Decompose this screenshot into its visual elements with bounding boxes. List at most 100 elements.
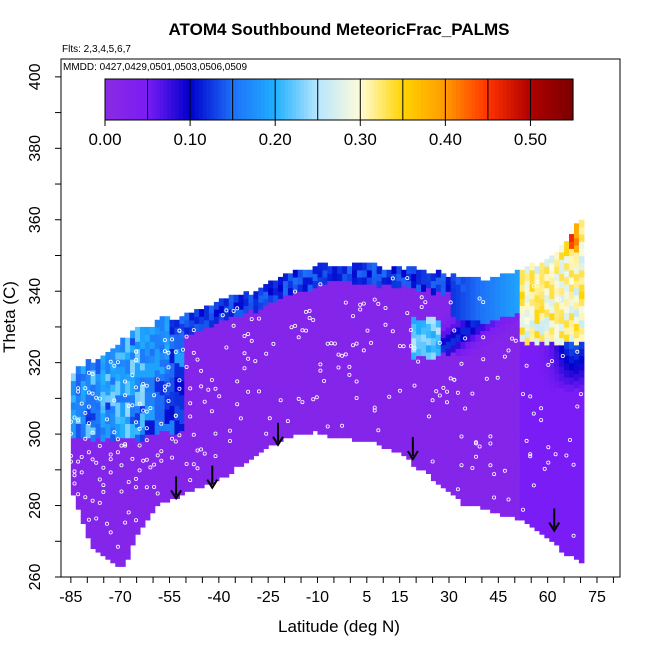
heatmap-cell [465, 476, 471, 485]
heatmap-cell [559, 394, 565, 403]
heatmap-cell [342, 416, 348, 424]
heatmap-cell [204, 362, 210, 371]
heatmap-cell [228, 351, 235, 360]
heatmap-cell [376, 416, 383, 424]
heatmap-cell [125, 459, 131, 467]
heatmap-cell [213, 409, 220, 417]
x-tick-label: 45 [489, 589, 507, 606]
heatmap-cell [406, 301, 412, 310]
heatmap-cell [514, 269, 521, 278]
heatmap-cell [366, 434, 373, 442]
heatmap-cell [149, 341, 156, 349]
heatmap-cell [376, 401, 383, 410]
heatmap-cell [396, 316, 402, 324]
heatmap-cell [282, 409, 289, 417]
heatmap-cell [480, 480, 486, 489]
heatmap-cell [564, 412, 570, 421]
heatmap-cell [401, 391, 407, 399]
heatmap-cell [544, 494, 550, 503]
heatmap-cell [371, 412, 378, 421]
heatmap-cell [504, 294, 511, 303]
sample-point [300, 400, 305, 405]
heatmap-cell [204, 369, 210, 378]
heatmap-cell [70, 394, 77, 403]
heatmap-cell [504, 316, 511, 324]
heatmap-cell [342, 273, 348, 282]
heatmap-cell [179, 366, 185, 374]
heatmap-cell [366, 284, 373, 292]
heatmap-cell [554, 466, 560, 474]
heatmap-cell [218, 426, 225, 435]
heatmap-cell [460, 391, 467, 399]
heatmap-cell [273, 359, 279, 367]
heatmap-cell [356, 376, 363, 385]
heatmap-cell [233, 437, 240, 446]
heatmap-cell [253, 362, 259, 371]
heatmap-cell [179, 359, 185, 367]
sample-point [506, 348, 511, 353]
heatmap-cell [317, 405, 324, 414]
heatmap-cell [159, 394, 166, 403]
heatmap-cell [248, 409, 254, 417]
heatmap-cell [559, 266, 565, 274]
heatmap-cell [509, 416, 516, 424]
heatmap-cell [361, 269, 368, 278]
heatmap-cell [460, 469, 467, 478]
heatmap-cell [105, 451, 111, 460]
heatmap-cell [327, 323, 333, 332]
heatmap-cell [524, 359, 531, 367]
heatmap-cell [238, 330, 245, 339]
heatmap-cell [416, 398, 422, 407]
heatmap-cell [307, 369, 314, 378]
heatmap-cell [287, 316, 294, 324]
sample-point [256, 389, 261, 394]
heatmap-cell [504, 409, 511, 417]
heatmap-cell [125, 344, 131, 353]
heatmap-cell [529, 419, 536, 428]
heatmap-cell [159, 330, 166, 339]
heatmap-cell [509, 473, 516, 482]
sample-point [549, 359, 554, 364]
heatmap-cell [115, 359, 121, 367]
heatmap-cell [430, 416, 437, 424]
heatmap-cell [554, 287, 560, 296]
sample-point [227, 428, 232, 433]
heatmap-cell [278, 398, 284, 407]
heatmap-cell [425, 323, 432, 332]
heatmap-cell [450, 394, 457, 403]
heatmap-cell [544, 401, 550, 410]
sample-point [296, 335, 301, 340]
heatmap-cell [554, 366, 560, 374]
heatmap-cell [110, 376, 116, 385]
heatmap-cell [440, 380, 447, 389]
heatmap-cell [268, 416, 274, 424]
heatmap-cell [480, 409, 486, 417]
heatmap-cell [332, 423, 338, 432]
colorbar-tick-label: 0.00 [88, 130, 121, 149]
heatmap-cell [228, 387, 235, 396]
heatmap-cell [455, 491, 462, 499]
heatmap-cell [233, 394, 240, 403]
heatmap-cell [149, 412, 156, 421]
heatmap-cell [569, 534, 575, 542]
heatmap-cell [514, 291, 521, 299]
sample-point [206, 387, 211, 392]
heatmap-cell [529, 405, 536, 414]
heatmap-cell [544, 480, 550, 489]
heatmap-cell [425, 459, 432, 467]
heatmap-cell [75, 487, 82, 496]
heatmap-cell [125, 409, 131, 417]
heatmap-cell [263, 341, 269, 349]
sample-point [86, 421, 91, 426]
heatmap-cell [100, 534, 106, 542]
sample-point [112, 430, 117, 435]
heatmap-cell [475, 305, 481, 314]
heatmap-cell [524, 337, 531, 346]
heatmap-cell [352, 412, 358, 421]
heatmap-cell [130, 466, 136, 474]
heatmap-cell [164, 437, 171, 446]
colorbar-swatch [463, 79, 469, 120]
heatmap-cell [218, 319, 225, 328]
heatmap-cell [139, 441, 146, 449]
heatmap-cell [490, 348, 496, 357]
